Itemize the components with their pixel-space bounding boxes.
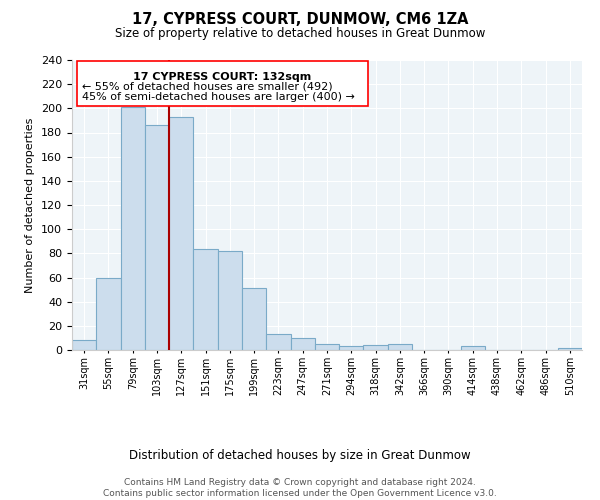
- Bar: [364, 345, 388, 350]
- Bar: [169, 117, 193, 350]
- Bar: [558, 348, 582, 350]
- Bar: [96, 278, 121, 350]
- Text: 17, CYPRESS COURT, DUNMOW, CM6 1ZA: 17, CYPRESS COURT, DUNMOW, CM6 1ZA: [132, 12, 468, 28]
- Bar: [388, 344, 412, 350]
- FancyBboxPatch shape: [77, 62, 368, 106]
- Text: Distribution of detached houses by size in Great Dunmow: Distribution of detached houses by size …: [129, 450, 471, 462]
- Bar: [266, 334, 290, 350]
- Bar: [145, 125, 169, 350]
- Bar: [218, 251, 242, 350]
- Bar: [461, 346, 485, 350]
- Y-axis label: Number of detached properties: Number of detached properties: [25, 118, 35, 292]
- Text: Size of property relative to detached houses in Great Dunmow: Size of property relative to detached ho…: [115, 28, 485, 40]
- Bar: [242, 288, 266, 350]
- Text: 45% of semi-detached houses are larger (400) →: 45% of semi-detached houses are larger (…: [82, 92, 355, 102]
- Bar: [121, 107, 145, 350]
- Bar: [193, 248, 218, 350]
- Bar: [339, 346, 364, 350]
- Text: ← 55% of detached houses are smaller (492): ← 55% of detached houses are smaller (49…: [82, 82, 333, 92]
- Bar: [72, 340, 96, 350]
- Text: 17 CYPRESS COURT: 132sqm: 17 CYPRESS COURT: 132sqm: [133, 72, 311, 82]
- Text: Contains HM Land Registry data © Crown copyright and database right 2024.
Contai: Contains HM Land Registry data © Crown c…: [103, 478, 497, 498]
- Bar: [315, 344, 339, 350]
- Bar: [290, 338, 315, 350]
